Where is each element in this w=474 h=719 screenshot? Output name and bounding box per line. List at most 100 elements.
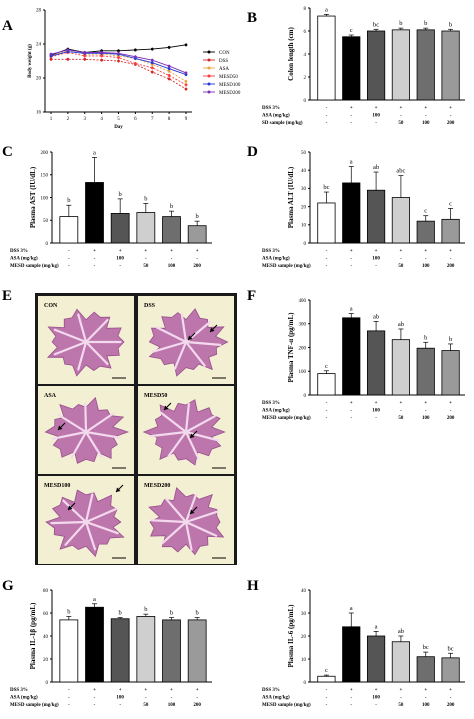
bar	[110, 618, 130, 683]
significance-letter: b	[196, 610, 199, 617]
bar	[441, 350, 460, 396]
arrowhead-icon	[188, 335, 193, 340]
data-point	[167, 46, 171, 49]
bar-chart-c: 0 50 100 150 200 Plasma AST (IU/dL) b a b b b b DSS …	[10, 149, 212, 269]
x-tick-label: 4	[100, 117, 103, 122]
tissue-fold	[84, 520, 97, 551]
y-tick-label: 100	[299, 370, 307, 375]
data-point	[184, 43, 188, 47]
bar	[416, 29, 435, 101]
treatment-cell: -	[68, 703, 70, 708]
arrowhead-icon	[68, 505, 73, 510]
treatment-cell: -	[350, 264, 352, 269]
treatment-row-label: DSS 3%	[10, 688, 28, 693]
treatment-cell: +	[399, 249, 402, 254]
treatment-cell: +	[399, 106, 402, 111]
y-tick-label: 200	[299, 346, 307, 351]
treatment-cell: +	[424, 401, 427, 406]
tissue-fold	[184, 415, 216, 434]
treatment-cell: +	[170, 688, 173, 693]
y-tick-label: 28	[36, 9, 42, 14]
significance-letter: b	[399, 20, 402, 27]
y-tick-label: 80	[43, 589, 49, 594]
treatment-cell: +	[350, 401, 353, 406]
treatment-cell: 200	[193, 703, 201, 708]
treatment-cell: -	[400, 257, 402, 262]
treatment-cell: -	[94, 257, 96, 262]
treatment-cell: 200	[447, 264, 455, 269]
bar	[441, 218, 460, 244]
treatment-cell: +	[170, 249, 173, 254]
bar-chart-b: 0 2 4 6 8 Colon length (cm) a c bc b b b DSS 3% - + + + +…	[262, 6, 465, 126]
treatment-cell: 100	[422, 703, 430, 708]
treatment-cell: +	[449, 688, 452, 693]
x-tick-label: 9	[185, 117, 188, 122]
y-tick-label: 20	[301, 635, 307, 640]
y-tick-label: 0	[304, 681, 307, 686]
y-tick-label: 200	[41, 151, 49, 156]
bar	[342, 182, 361, 244]
tissue-fold	[64, 520, 88, 546]
treatment-row-label: ASA (mg/kg)	[262, 257, 290, 262]
y-tick-label: 20	[43, 658, 49, 663]
treatment-cell: 100	[372, 257, 380, 262]
treatment-cell: -	[68, 249, 70, 254]
treatment-cell: +	[424, 249, 427, 254]
y-tick-label: 0	[46, 242, 49, 247]
y-tick-label: 40	[301, 169, 307, 174]
bar	[317, 202, 336, 244]
x-tick-label: 7	[151, 117, 154, 122]
histology-tile-mesd50: MESD50	[138, 386, 234, 474]
arrowhead-icon	[210, 327, 215, 332]
y-tick-label: 20	[36, 77, 42, 82]
tissue-fold	[184, 510, 220, 524]
treatment-cell: -	[326, 409, 328, 414]
arrowhead-icon	[164, 405, 169, 410]
tissue-fold	[150, 430, 188, 438]
data-point	[100, 58, 104, 62]
significance-letter: b	[424, 334, 427, 341]
bar	[391, 29, 411, 101]
y-tick-label: 8	[304, 7, 307, 12]
treatment-cell: -	[119, 264, 121, 269]
legend-marker	[207, 74, 211, 78]
treatment-cell: +	[375, 401, 378, 406]
significance-letter: b	[67, 608, 70, 615]
treatment-cell: +	[399, 401, 402, 406]
treatment-cell: 50	[398, 416, 404, 421]
treatment-cell: -	[326, 121, 328, 126]
panel-letter-e: E	[2, 288, 12, 304]
y-axis-label: Plasma AST (IU/dL)	[29, 166, 37, 228]
data-point	[150, 58, 154, 62]
significance-letter: b	[119, 191, 122, 198]
tissue-fold	[180, 312, 188, 344]
treatment-row-label: DSS 3%	[262, 401, 280, 406]
arrowhead-icon	[58, 425, 63, 430]
y-tick-label: 30	[301, 612, 307, 617]
bar	[342, 36, 361, 101]
arrowhead-icon	[116, 487, 121, 492]
treatment-cell: -	[375, 703, 377, 708]
treatment-cell: -	[94, 703, 96, 708]
x-tick-label: 6	[134, 117, 137, 122]
y-axis-label: Body weight (g)	[28, 44, 33, 78]
bar	[366, 635, 386, 683]
tissue-fold	[84, 402, 88, 434]
histology-tile-con: CON	[38, 296, 134, 384]
tissue-fold	[51, 430, 88, 440]
treatment-row-label: ASA (mg/kg)	[10, 257, 38, 262]
treatment-cell: -	[350, 416, 352, 421]
bar	[342, 626, 361, 683]
x-tick-label: 8	[168, 117, 171, 122]
treatment-cell: -	[450, 114, 452, 119]
histology-tile-mesd200: MESD200	[138, 476, 234, 564]
bar	[391, 641, 411, 683]
treatment-cell: -	[145, 257, 147, 262]
data-point	[184, 80, 188, 83]
data-point	[83, 57, 87, 61]
y-tick-label: 6	[304, 30, 307, 35]
treatment-row-label: ASA (mg/kg)	[262, 114, 290, 119]
treatment-cell: -	[450, 409, 452, 414]
treatment-cell: +	[424, 688, 427, 693]
y-tick-label: 100	[41, 196, 49, 201]
